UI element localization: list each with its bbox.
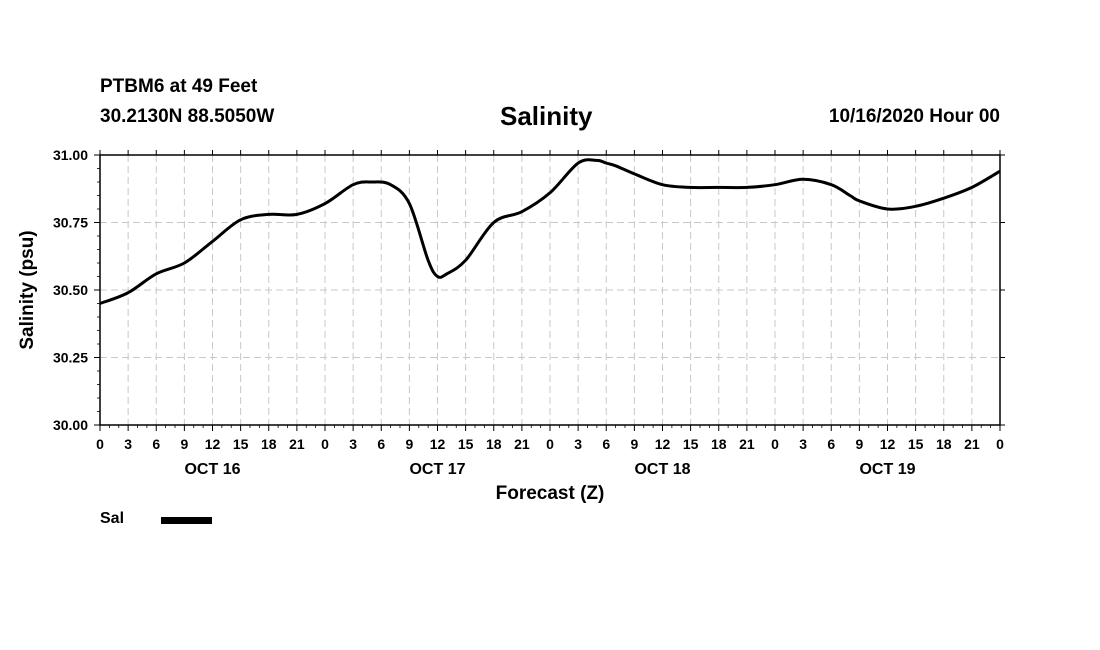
x-tick-label: 0 — [771, 436, 779, 452]
x-tick-label: 3 — [124, 436, 132, 452]
x-tick-label: 12 — [655, 436, 671, 452]
x-tick-label: 18 — [261, 436, 277, 452]
y-tick-label: 30.75 — [53, 215, 88, 231]
station-label: PTBM6 at 49 Feet — [100, 76, 258, 97]
y-axis-title: Salinity (psu) — [17, 230, 38, 350]
day-label: OCT 18 — [634, 461, 690, 478]
x-tick-label: 12 — [880, 436, 896, 452]
x-tick-label: 9 — [180, 436, 188, 452]
x-tick-label: 9 — [405, 436, 413, 452]
x-tick-label: 12 — [430, 436, 446, 452]
x-tick-label: 3 — [799, 436, 807, 452]
x-tick-label: 3 — [574, 436, 582, 452]
x-tick-label: 0 — [321, 436, 329, 452]
legend-label: Sal — [100, 510, 125, 527]
x-tick-label: 18 — [486, 436, 502, 452]
series-layer — [99, 158, 1001, 305]
y-tick-label: 30.25 — [53, 350, 88, 366]
grid-lines — [100, 155, 1000, 425]
day-label: OCT 17 — [409, 461, 465, 478]
x-tick-label: 9 — [855, 436, 863, 452]
chart-title: Salinity — [500, 101, 593, 131]
x-tick-label: 18 — [711, 436, 727, 452]
x-tick-label: 0 — [546, 436, 554, 452]
y-tick-label: 31.00 — [53, 147, 88, 163]
forecast-run-time: 10/16/2020 Hour 00 — [828, 106, 1000, 127]
plot-frame — [99, 154, 1001, 426]
x-tick-label: 6 — [602, 436, 610, 452]
x-tick-label: 0 — [996, 436, 1004, 452]
x-tick-label: 18 — [936, 436, 952, 452]
station-coordinates: 30.2130N 88.5050W — [100, 106, 275, 127]
x-tick-label: 21 — [739, 436, 755, 452]
x-tick-label: 6 — [827, 436, 835, 452]
x-tick-label: 12 — [205, 436, 221, 452]
x-tick-label: 6 — [152, 436, 160, 452]
x-tick-label: 0 — [96, 436, 104, 452]
x-tick-label: 15 — [908, 436, 924, 452]
series-line-sal — [99, 158, 1001, 305]
x-tick-label: 15 — [458, 436, 474, 452]
legend-swatch — [161, 517, 212, 524]
y-tick-label: 30.00 — [53, 417, 88, 433]
tick-labels: 0 3 6 9 12 15 18 21 0 3 6 9 12 15 18 21 0 3 6 9 12 15 18 21 0 3 6 9… — [53, 147, 1004, 478]
x-tick-label: 21 — [964, 436, 980, 452]
x-tick-label: 3 — [349, 436, 357, 452]
x-tick-label: 15 — [683, 436, 699, 452]
day-label: OCT 16 — [184, 461, 240, 478]
y-tick-label: 30.50 — [53, 282, 88, 298]
day-label: OCT 19 — [859, 461, 915, 478]
x-tick-label: 15 — [233, 436, 249, 452]
x-axis-title: Forecast (Z) — [495, 483, 605, 504]
x-tick-label: 21 — [289, 436, 305, 452]
x-tick-label: 6 — [377, 436, 385, 452]
x-tick-label: 9 — [630, 436, 638, 452]
x-tick-label: 21 — [514, 436, 530, 452]
